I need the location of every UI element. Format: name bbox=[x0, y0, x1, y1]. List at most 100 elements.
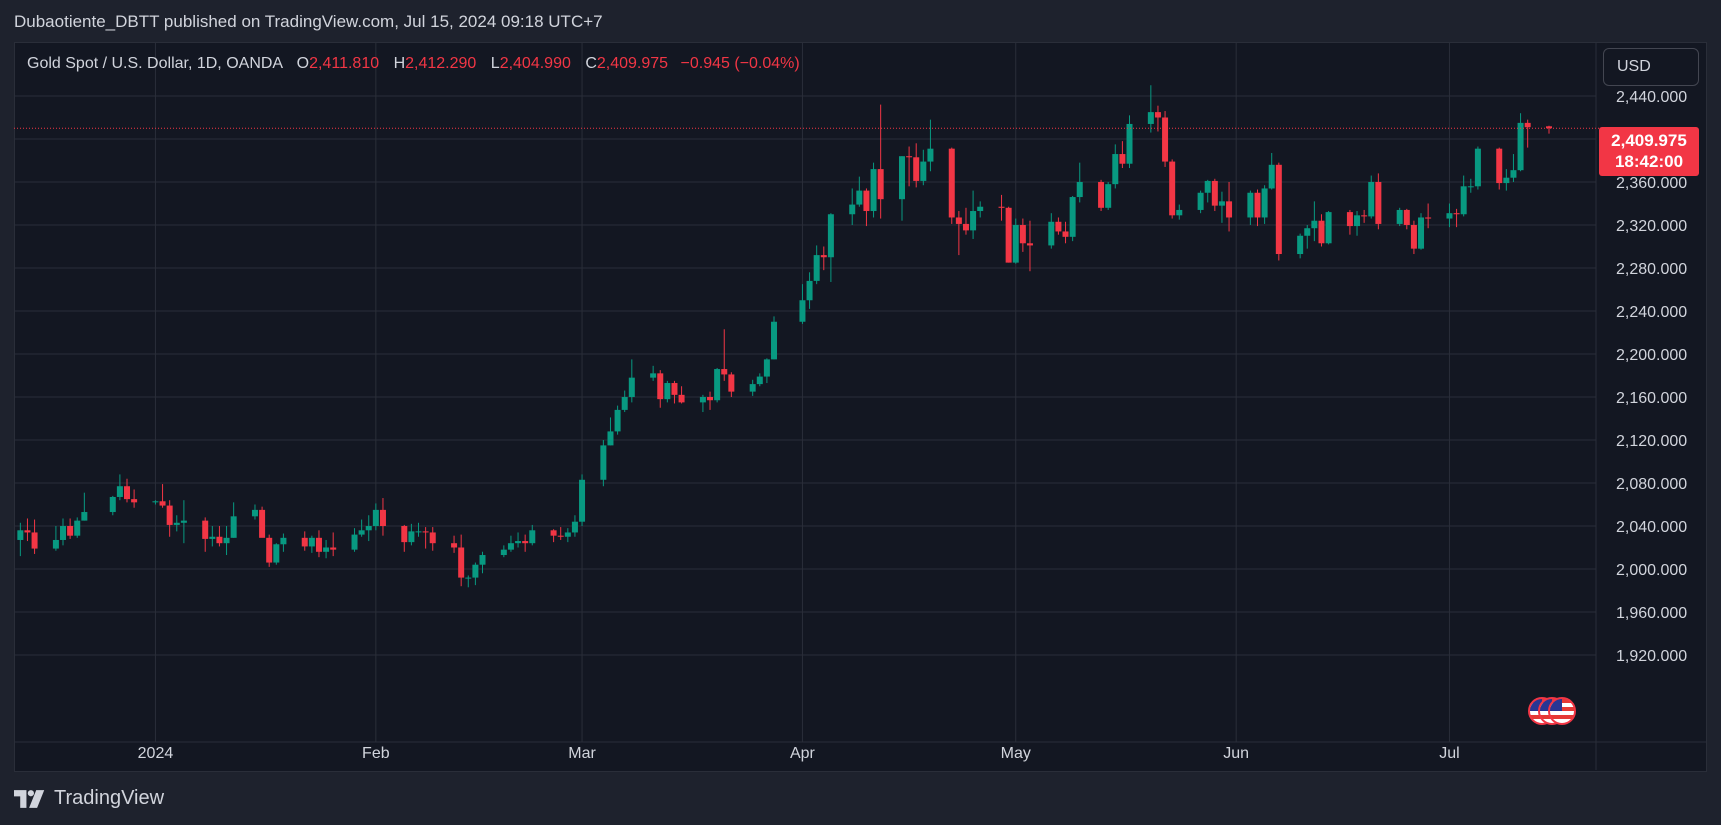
candle-body bbox=[522, 541, 529, 544]
candle-body bbox=[1176, 209, 1183, 216]
candle bbox=[948, 147, 955, 224]
currency-button[interactable]: USD bbox=[1603, 48, 1699, 86]
x-tick-label: Jul bbox=[1439, 745, 1459, 762]
tradingview-brand[interactable]: TradingView bbox=[14, 787, 164, 810]
candle-body bbox=[379, 509, 386, 526]
candle-body bbox=[216, 536, 223, 544]
candle-body bbox=[1254, 192, 1261, 218]
us-flag-event-icon[interactable] bbox=[1548, 697, 1576, 725]
candle bbox=[1361, 209, 1368, 223]
candle-body bbox=[756, 376, 763, 385]
candle-body bbox=[209, 536, 216, 539]
candle bbox=[1418, 213, 1425, 250]
candle-body bbox=[17, 530, 24, 540]
candle-body bbox=[600, 445, 607, 480]
x-axis[interactable]: 2024 Feb Mar Apr May Jun Jul bbox=[138, 745, 1460, 762]
candle-body bbox=[1546, 126, 1552, 129]
candle-body bbox=[898, 156, 905, 200]
candle bbox=[216, 526, 223, 547]
candle bbox=[557, 527, 564, 540]
candle-body bbox=[124, 486, 130, 500]
open-label: O bbox=[296, 55, 310, 72]
candle bbox=[600, 440, 607, 487]
candle bbox=[962, 207, 969, 235]
candle-body bbox=[401, 526, 408, 543]
candle bbox=[465, 575, 472, 588]
chart-frame[interactable] bbox=[14, 42, 1707, 772]
candle bbox=[721, 329, 728, 381]
candle-body bbox=[827, 214, 834, 258]
candle-body bbox=[1112, 154, 1119, 185]
y-axis[interactable]: 1,920.000 1,960.000 2,000.000 2,040.000 2,08… bbox=[1616, 89, 1687, 665]
candle bbox=[877, 104, 884, 219]
candle bbox=[699, 394, 706, 413]
candle bbox=[550, 529, 557, 543]
candle-body bbox=[152, 501, 159, 503]
candle-body bbox=[1169, 161, 1176, 216]
candle bbox=[81, 492, 88, 521]
candle-body bbox=[1197, 192, 1204, 210]
candle-body bbox=[1204, 180, 1211, 193]
candle bbox=[749, 379, 756, 396]
candle-body bbox=[451, 543, 458, 548]
candle-body bbox=[813, 255, 820, 281]
candle-body bbox=[131, 499, 138, 503]
candle-body bbox=[728, 374, 735, 392]
candle-body bbox=[1368, 182, 1375, 217]
top-bar: Dubaotiente_DBTT published on TradingVie… bbox=[0, 0, 1721, 44]
candle bbox=[17, 522, 24, 557]
candle bbox=[1261, 185, 1268, 224]
candle-body bbox=[1503, 177, 1510, 184]
candle bbox=[1524, 119, 1531, 148]
candle bbox=[1546, 125, 1552, 134]
candle-body bbox=[1425, 217, 1432, 219]
candle-body bbox=[1268, 164, 1275, 189]
candle bbox=[131, 489, 138, 508]
y-tick-label: 1,960.000 bbox=[1616, 605, 1687, 622]
candle bbox=[771, 316, 778, 360]
candle-body bbox=[52, 539, 59, 549]
y-tick-label: 2,040.000 bbox=[1616, 519, 1687, 536]
candle bbox=[209, 526, 216, 547]
candle bbox=[251, 504, 258, 520]
candle bbox=[52, 526, 59, 551]
ohlc-legend[interactable]: Gold Spot / U.S. Dollar, 1D, OANDA O2,41… bbox=[27, 55, 800, 73]
candle bbox=[1368, 175, 1375, 219]
candle-body bbox=[330, 547, 337, 550]
candle-body bbox=[1275, 164, 1282, 255]
candle-body bbox=[607, 431, 614, 446]
candle-body bbox=[60, 526, 67, 540]
candle bbox=[898, 156, 905, 221]
candle-body bbox=[1119, 154, 1126, 164]
candle bbox=[678, 386, 685, 404]
candle bbox=[657, 370, 664, 408]
candle-body bbox=[1154, 112, 1161, 118]
candle bbox=[1119, 141, 1126, 169]
candle-body bbox=[351, 534, 358, 550]
candle-body bbox=[166, 505, 173, 525]
candle bbox=[856, 176, 863, 207]
candle-body bbox=[1005, 207, 1012, 263]
candle bbox=[1453, 208, 1460, 228]
candle-body bbox=[749, 384, 756, 392]
candle bbox=[1126, 115, 1133, 169]
economic-events[interactable] bbox=[1528, 697, 1580, 727]
y-tick-label: 2,280.000 bbox=[1616, 261, 1687, 278]
bar-countdown: 18:42:00 bbox=[1614, 152, 1684, 171]
candle bbox=[1076, 162, 1083, 203]
open-value: 2,411.810 bbox=[309, 55, 380, 72]
candle bbox=[301, 531, 308, 551]
symbol-name[interactable]: Gold Spot / U.S. Dollar, 1D, OANDA bbox=[27, 55, 283, 72]
candle-body bbox=[1226, 201, 1233, 218]
x-tick-label: Feb bbox=[362, 745, 390, 762]
candle bbox=[529, 524, 536, 546]
candle-body bbox=[721, 369, 728, 375]
candle-body bbox=[74, 520, 81, 536]
candle bbox=[1204, 179, 1211, 203]
candle bbox=[124, 478, 130, 503]
candle-body bbox=[714, 369, 721, 401]
candle-body bbox=[920, 161, 927, 181]
candle-body bbox=[1474, 148, 1481, 187]
candle bbox=[1425, 203, 1432, 229]
